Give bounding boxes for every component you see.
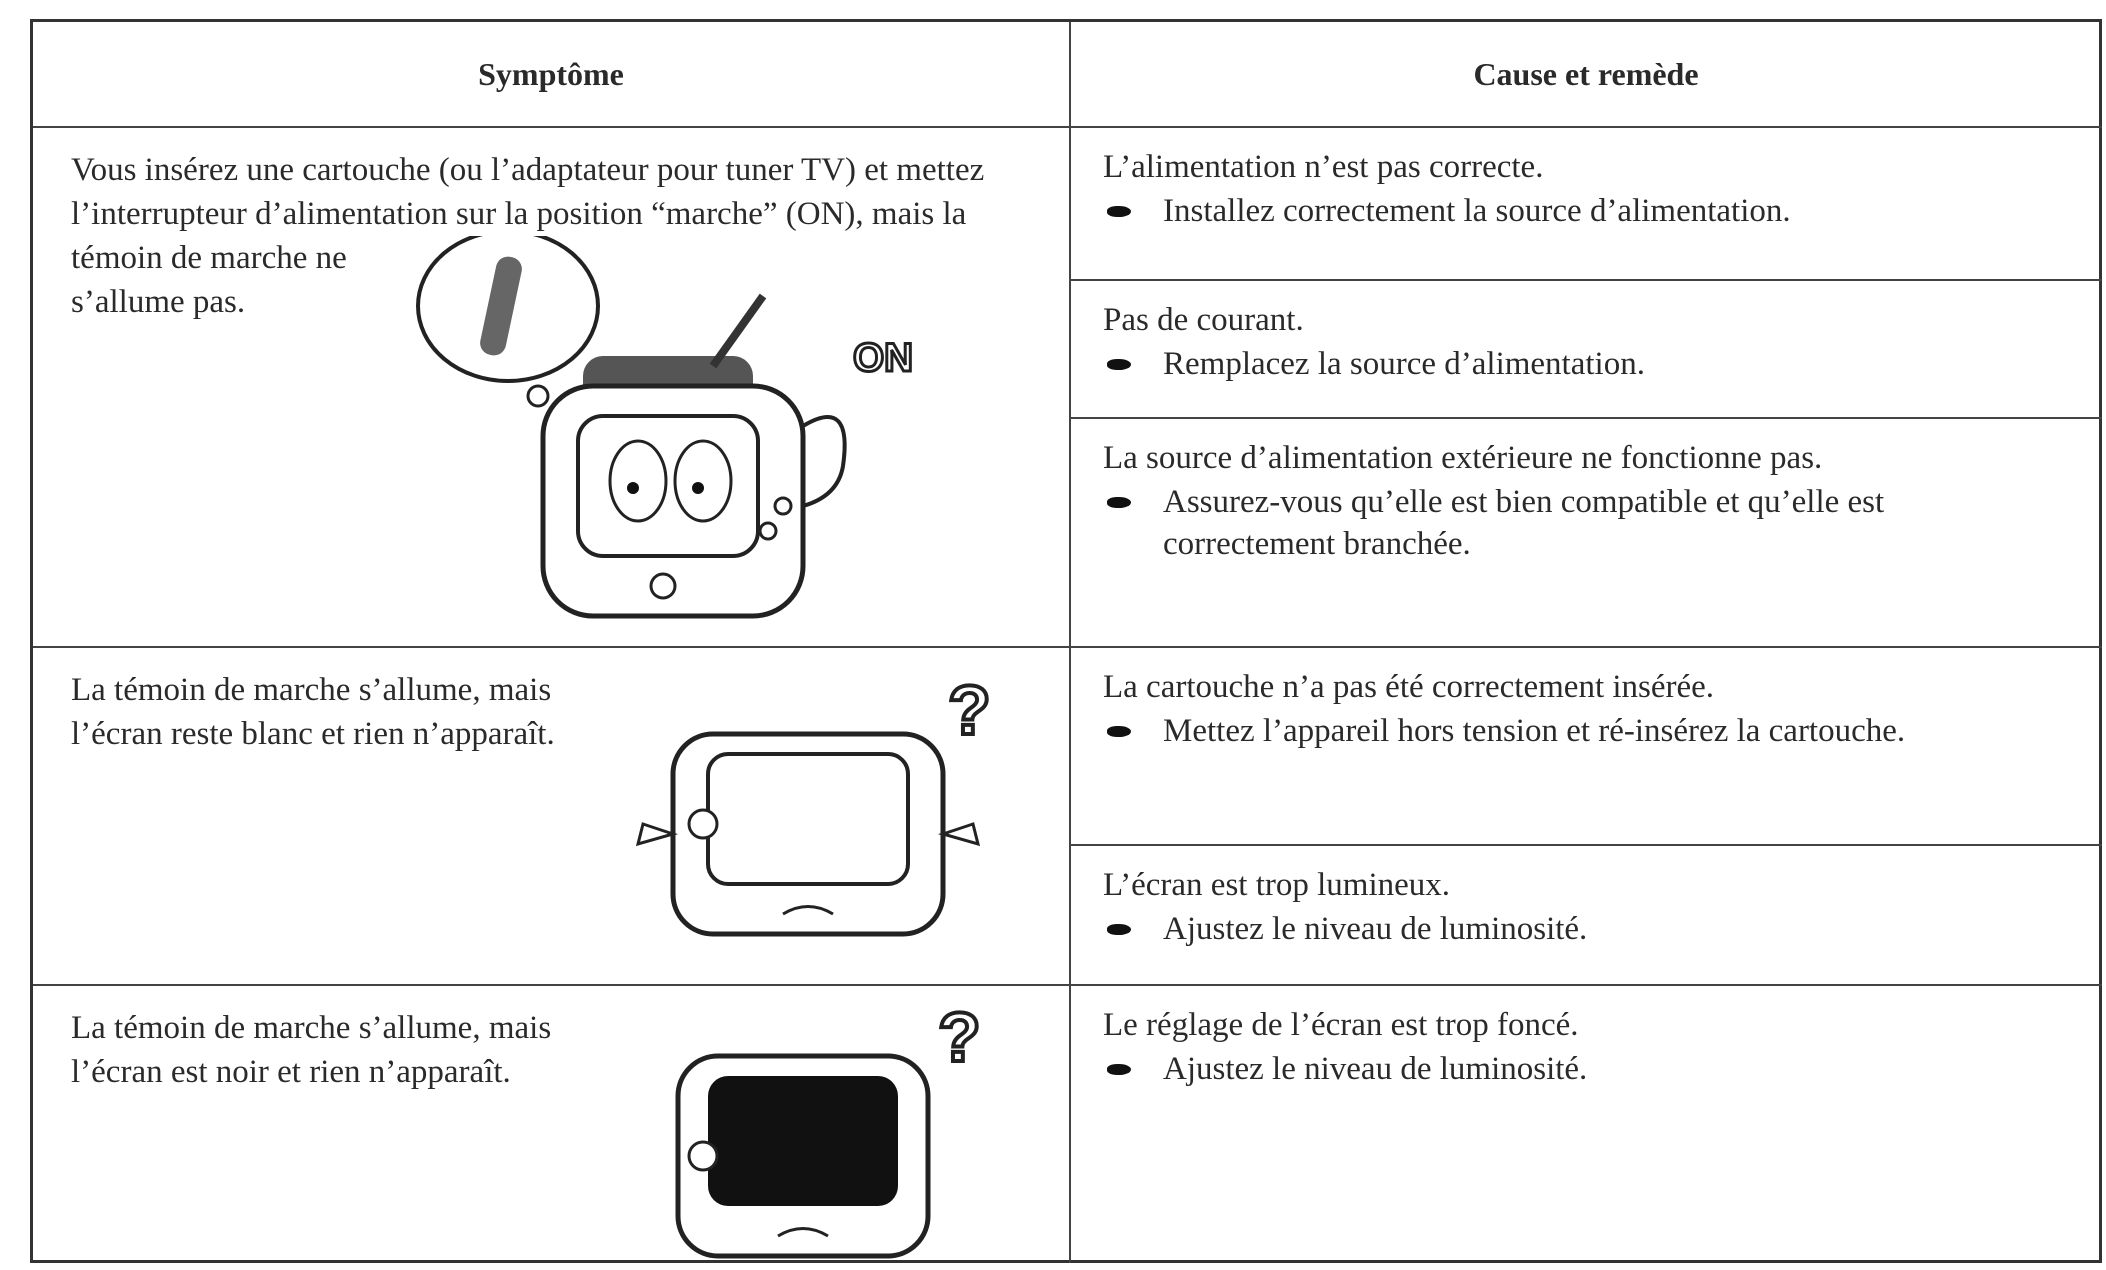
remedy-text: Installez correctement la source d’alime… xyxy=(1163,193,1791,229)
illustration: ON xyxy=(416,236,915,619)
symptom-cell: ON Vous insérez une cartouche (ou l’adap… xyxy=(33,128,1069,646)
bullet xyxy=(1107,726,1131,737)
remedy: Ajustez le niveau de luminosité. xyxy=(1103,1048,2072,1090)
row-divider xyxy=(33,126,2102,128)
remedy: Assurez-vous qu’elle est bien compatible… xyxy=(1103,481,2072,565)
cause-text: L’alimentation n’est pas correcte. xyxy=(1103,149,1544,185)
cause-text: Pas de courant. xyxy=(1103,302,1304,338)
remedy: Ajustez le niveau de luminosité. xyxy=(1103,908,2072,950)
bullet xyxy=(1107,1064,1131,1075)
cause-divider xyxy=(1071,279,2102,281)
cause-cell: L’écran est trop lumineux. Ajustez le ni… xyxy=(1071,846,2102,984)
remedy-text: Mettez l’appareil hors tension et ré-ins… xyxy=(1163,713,1906,749)
column-header: Cause et remède xyxy=(1473,56,1699,92)
symptom-cell: ? La témoin de marche s’allume, mais l’é… xyxy=(33,648,1069,984)
remedy: Mettez l’appareil hors tension et ré-ins… xyxy=(1103,710,2072,752)
bullet xyxy=(1107,359,1131,370)
question-graphic: ? xyxy=(948,674,991,749)
remedy-text: Remplacez la source d’alimentation. xyxy=(1163,346,1645,382)
column-header: Symptôme xyxy=(478,56,624,92)
remedy-text: Ajustez le niveau de luminosité. xyxy=(1163,1051,1588,1087)
cause-cell: L’alimentation n’est pas correcte. Insta… xyxy=(1071,128,2102,279)
bullet xyxy=(1107,497,1131,508)
row-divider xyxy=(33,984,2102,986)
cause-text: Le réglage de l’écran est trop foncé. xyxy=(1103,1007,1579,1043)
troubleshooting-table: Symptôme Cause et remède ON Vous insérez xyxy=(30,19,2102,1263)
cause-text: La cartouche n’a pas été correctement in… xyxy=(1103,669,1715,705)
symptom-cell: ? La témoin de marche s’allume, mais l’é… xyxy=(33,986,1069,1263)
column-divider xyxy=(1069,22,1071,1263)
cause-cell: La cartouche n’a pas été correctement in… xyxy=(1071,648,2102,844)
cause-cell: Pas de courant. Remplacez la source d’al… xyxy=(1071,281,2102,417)
illustration: ? xyxy=(635,674,993,937)
cause-divider xyxy=(1071,844,2102,846)
remedy: Installez correctement la source d’alime… xyxy=(1103,190,2072,232)
illustration: ? xyxy=(675,1006,983,1259)
question-graphic: ? xyxy=(938,1006,981,1076)
on-graphic: ON xyxy=(853,336,913,380)
row-divider xyxy=(33,646,2102,648)
bullet xyxy=(1107,924,1131,935)
symptom-text: La témoin de marche s’allume, mais l’écr… xyxy=(71,1010,552,1090)
cause-text: L’écran est trop lumineux. xyxy=(1103,867,1451,903)
cause-divider xyxy=(1071,417,2102,419)
cause-text: La source d’alimentation extérieure ne f… xyxy=(1103,440,1823,476)
remedy-text: Ajustez le niveau de luminosité. xyxy=(1163,911,1588,947)
remedy: Remplacez la source d’alimentation. xyxy=(1103,343,2072,385)
symptom-text: La témoin de marche s’allume, mais l’écr… xyxy=(71,672,555,752)
bullet xyxy=(1107,206,1131,217)
cause-cell: Le réglage de l’écran est trop foncé. Aj… xyxy=(1071,986,2102,1263)
remedy-text: Assurez-vous qu’elle est bien compatible… xyxy=(1163,484,1885,562)
symptom-text: Vous insérez une cartouche (ou l’adaptat… xyxy=(71,152,985,320)
cause-cell: La source d’alimentation extérieure ne f… xyxy=(1071,419,2102,646)
